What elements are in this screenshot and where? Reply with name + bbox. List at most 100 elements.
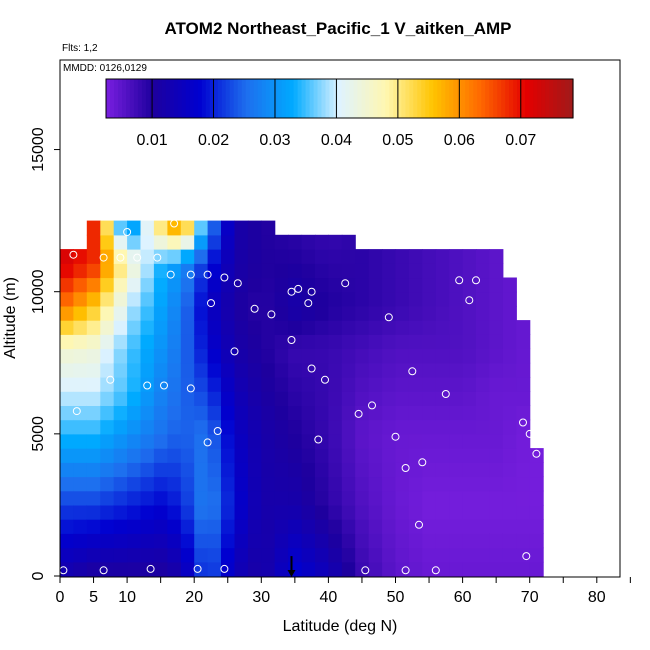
heatmap-cell (435, 263, 450, 279)
heatmap-cell (140, 533, 155, 549)
heatmap-cell (140, 220, 155, 236)
heatmap-cell (73, 305, 88, 321)
heatmap-cell (422, 547, 437, 563)
heatmap-cell (140, 249, 155, 264)
heatmap-cell (274, 561, 289, 577)
colorbar-ticks: 0.01 0.02 0.03 0.04 0.05 0.06 0.07 (137, 79, 536, 149)
x-tick-label: 20 (185, 589, 203, 606)
heatmap-cell (328, 277, 343, 293)
heatmap-cell (395, 334, 410, 350)
heatmap-cell (301, 547, 316, 563)
heatmap-cell (288, 519, 303, 534)
heatmap-cell (449, 320, 464, 335)
heatmap-cell (328, 490, 343, 506)
colorbar-step (401, 79, 406, 118)
colorbar-step (173, 79, 179, 118)
heatmap-cell (435, 462, 450, 478)
colorbar-step (377, 79, 382, 118)
heatmap-cell (100, 419, 115, 435)
observation-point (294, 284, 303, 293)
heatmap-cell (127, 419, 142, 435)
heatmap-cell (73, 504, 88, 520)
colorbar-step (437, 79, 442, 118)
heatmap-cell (502, 490, 517, 506)
heatmap-cell (180, 277, 195, 293)
heatmap-cell (489, 334, 504, 350)
heatmap-cell (113, 476, 128, 492)
heatmap-cell (127, 362, 142, 378)
heatmap-cell (502, 547, 517, 563)
heatmap-cell (140, 377, 155, 392)
heatmap-cell (449, 263, 464, 279)
heatmap-cell (100, 476, 115, 492)
colorbar-step (365, 79, 370, 118)
heatmap-cell (341, 490, 356, 506)
heatmap-cell (462, 362, 477, 378)
heatmap-cell (341, 504, 356, 520)
heatmap-cell (288, 391, 303, 406)
heatmap-cell (422, 490, 437, 506)
heatmap-cell (301, 519, 316, 534)
heatmap-cell (408, 504, 423, 520)
heatmap-cell (207, 334, 222, 350)
heatmap-cell (73, 334, 88, 350)
heatmap-cell (73, 462, 88, 478)
heatmap-cell (180, 391, 195, 406)
colorbar-step (373, 79, 378, 118)
observation-point (233, 279, 242, 288)
heatmap-cell (127, 433, 142, 449)
heatmap-cell (449, 305, 464, 321)
heatmap-cell (247, 377, 262, 392)
colorbar-step (269, 79, 275, 118)
heatmap-cell (127, 234, 142, 250)
heatmap-cell (476, 277, 490, 293)
heatmap-cell (180, 490, 195, 506)
heatmap-cell (502, 405, 517, 421)
heatmap-cell (274, 391, 289, 406)
heatmap-cell (315, 362, 329, 378)
colorbar-step (277, 79, 283, 118)
heatmap-cell (153, 348, 168, 364)
heatmap-cell (328, 249, 343, 264)
heatmap-cell (476, 305, 490, 321)
heatmap-cell (422, 504, 437, 520)
colorbar-step (529, 79, 534, 118)
heatmap-cell (73, 377, 88, 392)
observation-point (220, 273, 229, 282)
heatmap-cell (153, 334, 168, 350)
heatmap-cell (194, 362, 209, 378)
heatmap-cell (247, 462, 262, 478)
heatmap-cell (194, 405, 209, 421)
heatmap-cell (462, 348, 477, 364)
heatmap-cell (234, 263, 249, 279)
heatmap-cell (408, 561, 423, 577)
heatmap-cell (529, 476, 544, 492)
heatmap-cell (382, 462, 397, 478)
heatmap-cell (315, 305, 329, 321)
heatmap-cell (167, 348, 182, 364)
heatmap-cell (127, 334, 142, 350)
colorbar-step (533, 79, 538, 118)
heatmap-cell (408, 433, 423, 449)
observation-point (384, 313, 393, 322)
x-tick-label: 60 (454, 589, 472, 606)
heatmap-cell (86, 348, 101, 364)
heatmap-cell (328, 391, 343, 406)
heatmap-cell (274, 305, 289, 321)
heatmap-cell (274, 249, 289, 264)
heatmap-cell (328, 334, 343, 350)
heatmap-cell (382, 504, 397, 520)
heatmap-cell (274, 263, 289, 279)
heatmap-cell (86, 305, 101, 321)
heatmap-cell (489, 476, 504, 492)
heatmap-cell (341, 433, 356, 449)
heatmap-cell (476, 561, 490, 577)
heatmap-cell (207, 305, 222, 321)
heatmap-cell (180, 377, 195, 392)
heatmap-cell (207, 377, 222, 392)
observation-point (532, 449, 541, 458)
heatmap-cell (247, 263, 262, 279)
colorbar-step (126, 79, 131, 118)
heatmap-cell (167, 220, 182, 236)
heatmap-cell (422, 348, 437, 364)
